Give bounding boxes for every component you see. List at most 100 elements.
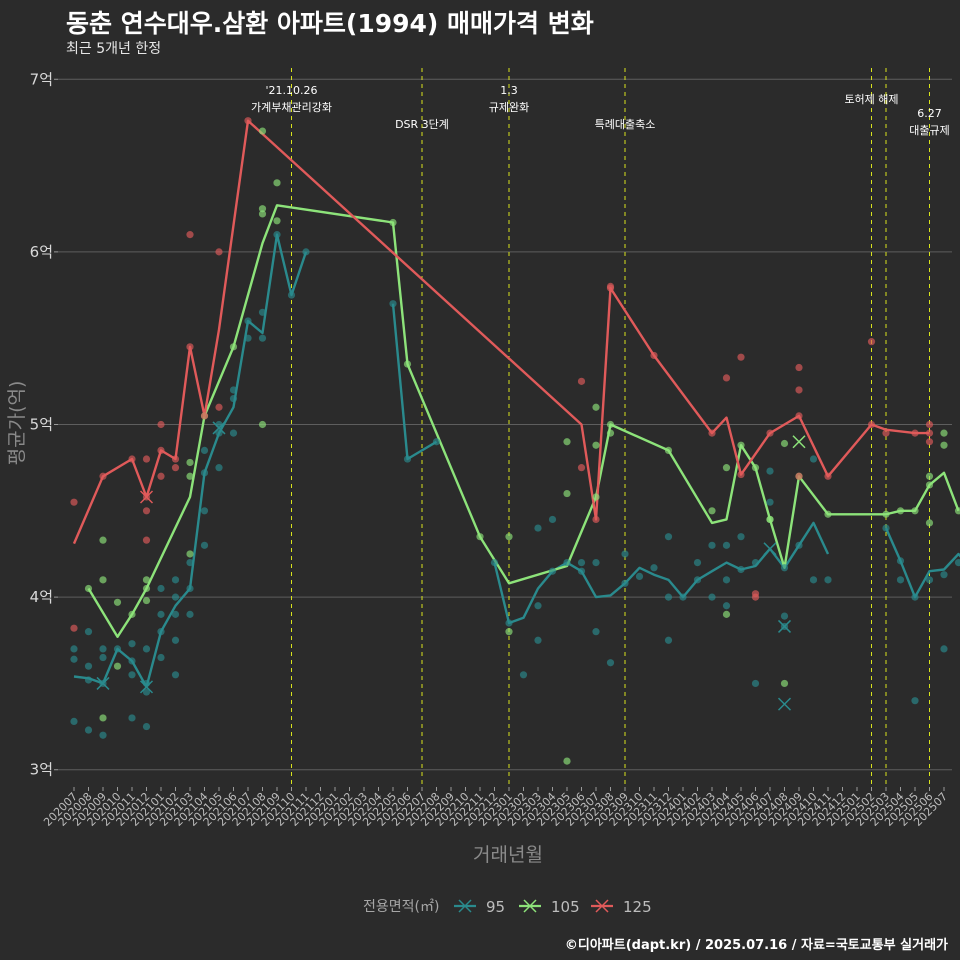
data-point-95: [925, 576, 934, 584]
data-point-125: [751, 590, 760, 598]
data-point-95: [621, 579, 629, 587]
data-point-95: [287, 291, 296, 299]
data-point-105: [737, 441, 745, 449]
data-point-95: [606, 659, 615, 667]
data-point-95: [128, 714, 136, 722]
data-point-95: [780, 564, 789, 572]
data-point-105: [940, 429, 948, 437]
data-point-125: [70, 498, 78, 506]
legend-title: 전용면적(㎡): [363, 899, 439, 915]
cross-marker-95: [212, 421, 226, 435]
data-point-125: [650, 351, 658, 360]
data-point-125: [795, 363, 803, 372]
data-point-95: [70, 655, 78, 663]
data-point-95: [911, 593, 919, 601]
data-point-125: [142, 536, 151, 544]
data-point-125: [128, 455, 136, 463]
data-point-95: [84, 628, 93, 636]
data-point-125: [766, 429, 774, 437]
data-point-95: [171, 671, 180, 679]
data-point-125: [99, 472, 107, 480]
data-point-105: [142, 596, 151, 605]
y-tick-label: 6억: [30, 243, 53, 261]
data-point-125: [606, 282, 615, 291]
data-point-125: [737, 353, 745, 361]
data-point-95: [940, 571, 948, 579]
data-point-95: [722, 541, 731, 549]
data-point-105: [592, 441, 600, 449]
data-point-105: [389, 218, 397, 227]
data-point-105: [99, 714, 107, 722]
data-point-125: [925, 429, 934, 437]
data-point-95: [664, 636, 673, 644]
y-tick-label: 4억: [30, 588, 53, 606]
cross-marker-105: [792, 435, 806, 449]
data-point-125: [795, 386, 803, 394]
data-point-95: [99, 645, 107, 653]
y-tick-label: 3억: [30, 761, 53, 779]
data-point-125: [171, 455, 180, 463]
data-point-95: [679, 593, 687, 601]
data-point-125: [882, 429, 890, 437]
data-point-105: [229, 343, 238, 351]
data-point-95: [664, 533, 673, 541]
data-point-95: [157, 653, 165, 662]
data-point-95: [737, 533, 745, 541]
legend-key-cross: [595, 899, 609, 913]
data-point-95: [824, 576, 832, 584]
data-point-95: [519, 671, 528, 679]
data-point-95: [751, 558, 760, 567]
data-point-95: [200, 541, 209, 549]
data-point-95: [432, 438, 441, 446]
data-point-125: [186, 343, 194, 351]
data-point-125: [867, 420, 876, 429]
data-point-105: [925, 472, 934, 480]
data-point-95: [548, 515, 557, 524]
data-point-95: [128, 640, 136, 648]
chart-title: 동춘 연수대우.삼환 아파트(1994) 매매가격 변화: [66, 9, 594, 38]
data-point-105: [592, 403, 600, 411]
data-point-125: [708, 429, 716, 437]
y-tick-label: 5억: [30, 416, 53, 434]
data-point-95: [563, 558, 571, 567]
data-point-125: [577, 464, 586, 472]
data-point-105: [273, 217, 281, 225]
data-point-125: [867, 338, 876, 346]
data-point-95: [954, 558, 960, 567]
data-point-95: [258, 334, 267, 342]
data-point-95: [200, 507, 209, 515]
x-axis-title: 거래년월: [473, 844, 543, 866]
data-point-95: [403, 455, 412, 463]
data-point-95: [795, 541, 803, 549]
y-axis-title: 평균가(억): [6, 381, 28, 466]
data-point-105: [186, 550, 194, 558]
data-point-95: [215, 429, 223, 437]
data-point-105: [824, 510, 832, 518]
data-point-95: [534, 602, 542, 610]
data-point-95: [751, 679, 760, 688]
data-point-125: [200, 412, 209, 420]
data-point-105: [664, 446, 673, 454]
data-point-95: [186, 584, 194, 593]
data-point-105: [258, 210, 267, 218]
data-point-95: [99, 653, 107, 662]
data-point-105: [592, 493, 600, 501]
cross-marker-95: [96, 676, 110, 690]
data-point-105: [925, 481, 934, 489]
legend-key-cross: [523, 899, 537, 913]
data-point-105: [925, 519, 934, 527]
data-point-125: [925, 420, 934, 429]
data-point-95: [577, 558, 586, 567]
data-point-125: [824, 472, 832, 480]
data-point-105: [186, 472, 194, 480]
chart-subtitle: 최근 5개년 한정: [66, 41, 162, 57]
data-point-95: [722, 576, 731, 584]
data-point-125: [244, 117, 252, 125]
series-line-95: [73, 233, 960, 689]
data-point-95: [70, 717, 78, 726]
data-point-95: [171, 576, 180, 584]
data-point-95: [389, 300, 397, 308]
data-point-95: [244, 334, 252, 342]
data-point-95: [911, 697, 919, 705]
